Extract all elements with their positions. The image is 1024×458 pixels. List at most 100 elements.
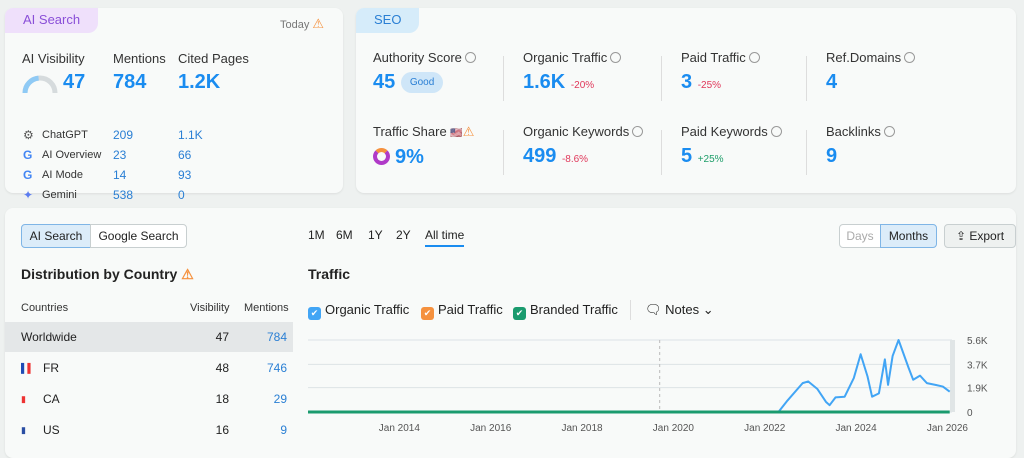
us-flag-icon: 🇺🇸 (450, 128, 463, 139)
legend-branded[interactable]: ✔ Branded Traffic (513, 302, 618, 320)
x-tick-label: Jan 2016 (470, 423, 512, 434)
gemini-icon: ✦ (23, 188, 34, 202)
ai-search-card: AI Search Today ⚠ AI Visibility Mentions… (5, 8, 343, 202)
metric-value[interactable]: 1.6K (523, 71, 566, 93)
legend-paid[interactable]: ✔ Paid Traffic (421, 302, 503, 320)
country-mentions[interactable]: 746 (266, 361, 287, 375)
distribution-title: Distribution by Country ⚠ (21, 266, 194, 283)
metric-label: Paid Traffic (681, 50, 746, 65)
metric-backlinks: Backlinks 9 (826, 124, 895, 168)
legend-branded-label: Branded Traffic (530, 302, 618, 317)
platform-cited[interactable]: 93 (178, 168, 192, 182)
metric-paid-keywords: Paid Keywords 5 +25% (681, 124, 782, 168)
range-all-time[interactable]: All time (425, 228, 465, 247)
metric-value[interactable]: 9% (395, 146, 424, 168)
country-visibility: 48 (215, 361, 229, 375)
platform-name: Gemini (42, 189, 77, 201)
export-button[interactable]: ⇪ Export (944, 224, 1016, 248)
platform-cited[interactable]: 66 (178, 148, 192, 162)
metric-change: -8.6% (561, 154, 589, 165)
flag-icon: ▌▌ (21, 363, 34, 373)
ai-search-toggle[interactable]: AI Search (21, 224, 91, 248)
platform-mentions[interactable]: 23 (113, 148, 127, 162)
metric-authority-score: Authority Score 45 Good (373, 50, 476, 94)
country-row[interactable]: ▮ CA 18 29 (5, 384, 293, 414)
x-tick-label: Jan 2026 (927, 423, 969, 434)
info-icon (748, 52, 760, 63)
warning-icon: ⚠ (462, 124, 475, 139)
metric-value[interactable]: 5 (681, 145, 693, 167)
country-row[interactable]: ▮ US 16 9 (5, 415, 293, 445)
metric-value[interactable]: 499 (523, 145, 557, 167)
platform-mentions[interactable]: 538 (113, 188, 134, 202)
warning-icon: ⚠ (312, 16, 325, 31)
platform-cited[interactable]: 1.1K (178, 128, 203, 142)
country-row[interactable]: Worldwide 47 784 (5, 322, 293, 352)
metric-label: Organic Keywords (523, 124, 630, 139)
google-icon: G (23, 168, 33, 182)
distribution-title-text: Distribution by Country (21, 266, 178, 282)
visibility-value: 47 (63, 71, 86, 93)
range-6m[interactable]: 6M (336, 228, 353, 242)
y-tick-label: 5.6K (967, 336, 988, 347)
chart-scroll-handle[interactable] (950, 340, 955, 412)
x-tick-label: Jan 2020 (653, 423, 695, 434)
country-mentions[interactable]: 9 (280, 423, 287, 437)
metric-change: -25% (697, 80, 722, 91)
notes-dropdown[interactable]: 🗨 Notes ⌄ (645, 302, 714, 318)
export-icon: ⇪ (955, 229, 967, 243)
metric-value[interactable]: 45 (373, 71, 396, 93)
x-tick-label: Jan 2014 (379, 423, 421, 434)
y-tick-label: 1.9K (967, 384, 988, 395)
platform-cited[interactable]: 0 (178, 188, 185, 202)
range-1y[interactable]: 1Y (368, 228, 383, 242)
checkbox-icon: ✔ (421, 307, 434, 320)
today-label: Today ⚠ (280, 16, 324, 32)
info-icon (632, 126, 644, 137)
mentions-value: 784 (113, 71, 147, 93)
export-label: Export (969, 229, 1005, 243)
traffic-share-donut-icon (373, 148, 390, 165)
country-mentions[interactable]: 784 (266, 330, 287, 344)
country-name: FR (43, 361, 59, 375)
x-tick-label: Jan 2022 (744, 423, 786, 434)
warning-icon: ⚠ (181, 266, 194, 282)
range-2y[interactable]: 2Y (396, 228, 411, 242)
checkbox-icon: ✔ (513, 307, 526, 320)
metric-value[interactable]: 9 (826, 145, 838, 167)
y-tick-label: 0 (967, 408, 973, 419)
country-row[interactable]: ▌▌ FR 48 746 (5, 353, 293, 383)
info-icon (464, 52, 476, 63)
visibility-gauge (22, 75, 58, 94)
metric-value[interactable]: 3 (681, 71, 693, 93)
metric-change: -20% (570, 80, 595, 91)
platform-mentions[interactable]: 14 (113, 168, 127, 182)
country-name: Worldwide (21, 330, 77, 344)
legend-paid-label: Paid Traffic (438, 302, 503, 317)
platform-mentions[interactable]: 209 (113, 128, 134, 142)
traffic-title: Traffic (308, 266, 351, 282)
flag-icon: ▮ (21, 425, 26, 435)
legend-organic[interactable]: ✔ Organic Traffic (308, 302, 409, 320)
header-countries: Countries (21, 302, 69, 314)
platform-name: AI Overview (42, 149, 102, 161)
x-tick-label: Jan 2024 (836, 423, 878, 434)
metric-organic-traffic: Organic Traffic 1.6K -20% (523, 50, 622, 94)
country-name: CA (43, 392, 60, 406)
country-visibility: 16 (215, 423, 229, 437)
col-ai-visibility: AI Visibility (22, 51, 85, 66)
metric-change: +25% (697, 154, 724, 165)
country-name: US (43, 423, 60, 437)
metric-value[interactable]: 4 (826, 71, 838, 93)
country-mentions[interactable]: 29 (273, 392, 287, 406)
days-button[interactable]: Days (839, 224, 881, 248)
metric-label: Ref.Domains (826, 50, 902, 65)
good-badge: Good (400, 72, 444, 93)
google-search-toggle[interactable]: Google Search (90, 224, 187, 248)
y-tick-label: 3.7K (967, 360, 988, 371)
range-1m[interactable]: 1M (308, 228, 325, 242)
months-button[interactable]: Months (880, 224, 937, 248)
metric-paid-traffic: Paid Traffic 3 -25% (681, 50, 760, 94)
metric-label: Traffic Share (373, 124, 447, 139)
legend-organic-label: Organic Traffic (325, 302, 410, 317)
